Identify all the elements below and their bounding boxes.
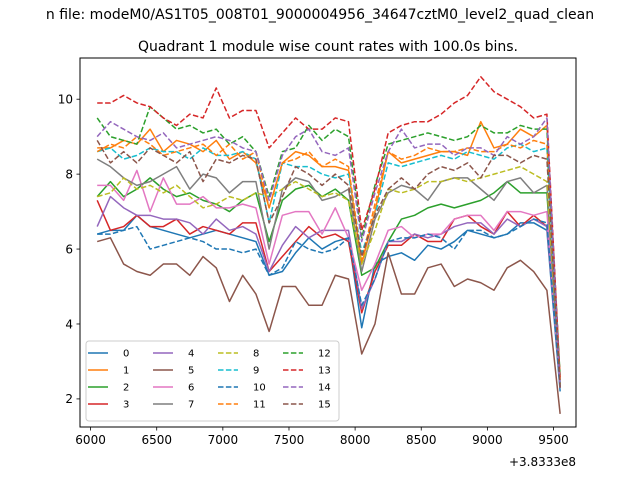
legend-label-0: 0 (123, 349, 129, 360)
y-tick-label: 8 (65, 167, 73, 181)
legend-label-4: 4 (188, 349, 194, 360)
series-line-8 (96, 165, 561, 384)
legend-label-6: 6 (188, 383, 194, 394)
x-tick-label: 6500 (141, 433, 172, 447)
x-tick-label: 9000 (472, 433, 503, 447)
series-line-3 (96, 200, 561, 384)
x-tick-label: 8000 (340, 433, 371, 447)
plot-lines (96, 75, 561, 414)
y-tick-label: 6 (65, 242, 73, 256)
series-line-6 (97, 169, 561, 388)
series-line-13 (97, 75, 561, 381)
series-line-10 (97, 218, 561, 388)
x-axis: 6000 6500 7000 7500 8000 8500 9000 9500 (75, 427, 569, 447)
series-line-11 (96, 135, 561, 381)
legend-label-7: 7 (188, 400, 194, 411)
legend-label-8: 8 (253, 349, 259, 360)
legend-label-11: 11 (253, 400, 266, 411)
series-line-2 (96, 177, 561, 388)
x-tick-label: 9500 (538, 433, 569, 447)
legend-label-3: 3 (123, 400, 129, 411)
y-tick-label: 10 (58, 93, 73, 107)
y-tick-label: 2 (65, 392, 73, 406)
y-tick-label: 4 (65, 317, 73, 331)
legend-label-10: 10 (253, 383, 266, 394)
legend-box (85, 340, 340, 422)
legend-label-9: 9 (253, 366, 259, 377)
figure-suptitle: n file: modeM0/AS1T05_008T01_9000004956_… (46, 7, 594, 23)
x-offset-label: +3.8333e8 (509, 455, 576, 469)
series-line-4 (96, 195, 561, 388)
legend-label-14: 14 (318, 383, 331, 394)
legend-label-1: 1 (123, 366, 129, 377)
x-tick-label: 7500 (274, 433, 305, 447)
plot-frame (79, 57, 577, 428)
series-line-12 (96, 105, 561, 377)
legend-label-13: 13 (318, 366, 331, 377)
series-line-9 (96, 143, 561, 384)
chart-title: Quadrant 1 module wise count rates with … (138, 39, 518, 55)
series-line-14 (96, 117, 561, 388)
series-line-5 (96, 237, 561, 414)
legend-label-2: 2 (123, 383, 129, 394)
series-line-0 (96, 214, 561, 392)
y-axis: 2 4 6 8 10 (58, 93, 80, 406)
series-line-15 (96, 140, 561, 388)
legend-label-12: 12 (318, 349, 331, 360)
x-tick-label: 6000 (75, 433, 106, 447)
x-tick-label: 7000 (208, 433, 239, 447)
series-line-7 (96, 158, 561, 388)
legend-label-5: 5 (188, 366, 194, 377)
x-tick-label: 8500 (406, 433, 437, 447)
series-line-1 (97, 120, 561, 381)
legend-label-15: 15 (318, 400, 331, 411)
